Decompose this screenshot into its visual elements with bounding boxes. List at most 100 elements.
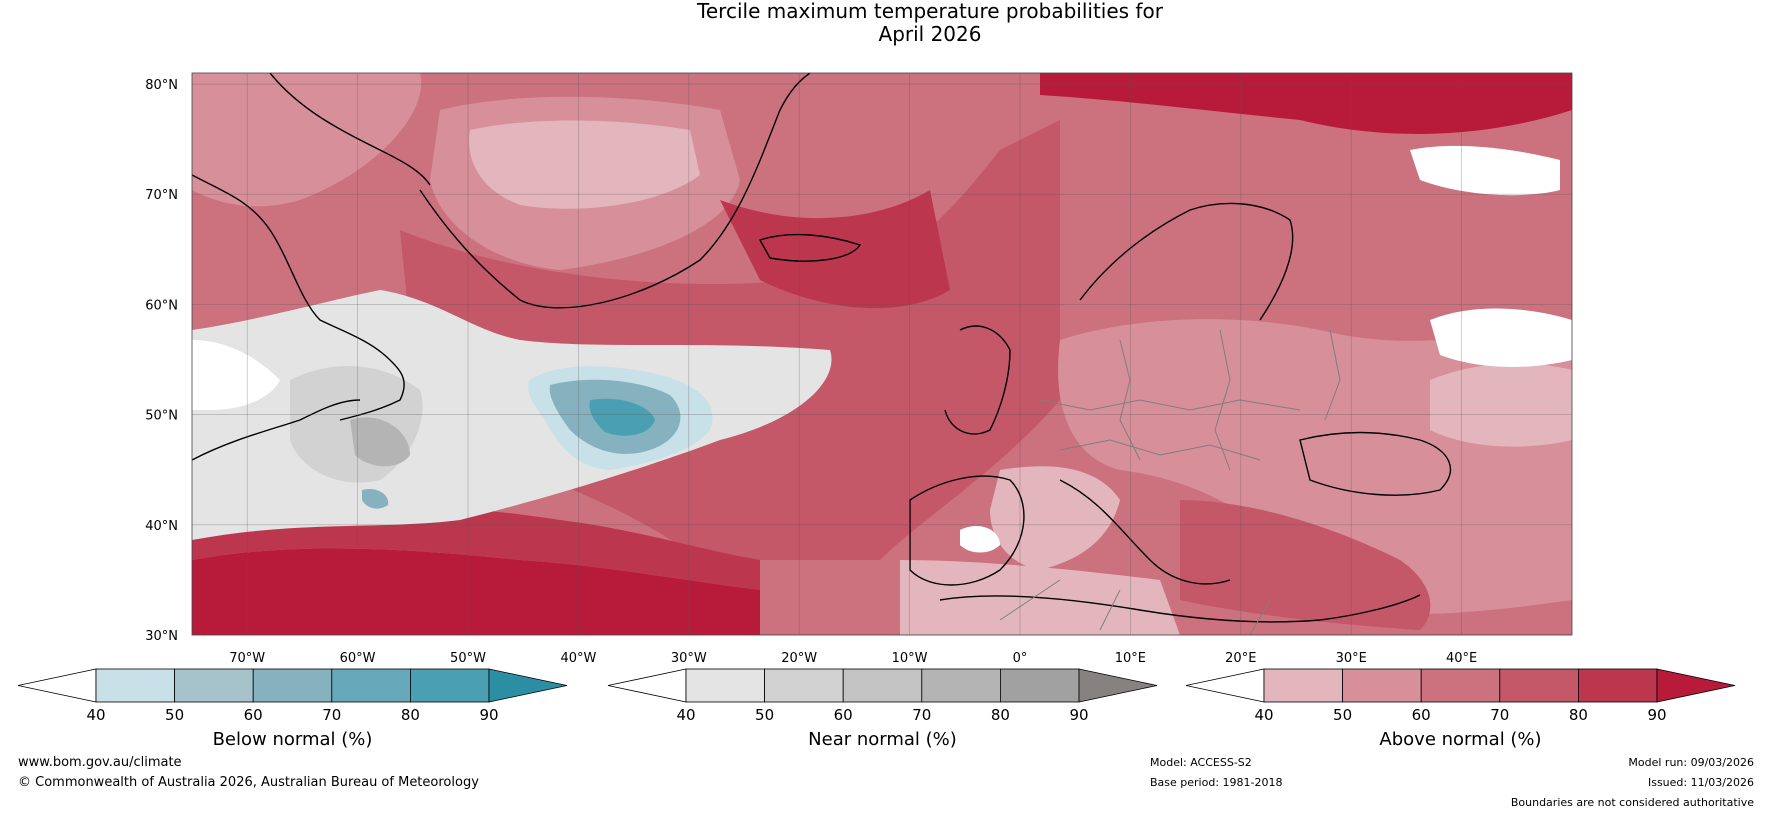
- colorbar-extend-high: [1078, 668, 1158, 703]
- lat-tick-label: 30°N: [145, 629, 178, 644]
- footer-model: Model: ACCESS-S2: [1150, 756, 1252, 769]
- lon-tick-label: 20°W: [781, 651, 817, 666]
- iberia-coast: [909, 475, 1025, 586]
- barents-strong: [1040, 73, 1572, 134]
- map-area: [192, 73, 1572, 635]
- lon-tick-label: 0°: [1013, 651, 1028, 666]
- colorbar-tick-label: 60: [244, 706, 263, 724]
- colorbar-segment: [95, 668, 175, 703]
- lon-tick-label: 30°E: [1336, 651, 1367, 666]
- arctic-canada-pale: [192, 73, 422, 207]
- colorbar-segment: [1420, 668, 1501, 703]
- colorbar-segment: [1263, 668, 1343, 703]
- lon-tick-label: 50°W: [450, 651, 486, 666]
- lat-tick-label: 50°N: [145, 409, 178, 424]
- mediterranean-warm: [1180, 500, 1431, 630]
- border-line-2: [1059, 439, 1261, 461]
- greenland-coast: [419, 73, 811, 309]
- italy-coast: [1059, 479, 1231, 585]
- graticule: [191, 72, 1573, 636]
- border-line-4: [1214, 329, 1231, 471]
- title-line-1: Tercile maximum temperature probabilitie…: [697, 0, 1163, 23]
- low-confidence-patch-west: [192, 340, 280, 410]
- black-sea-coast: [1299, 431, 1451, 496]
- colorbar-segment: [409, 668, 490, 703]
- colorbar-1: 40 50 60 70 80 90 Below normal (%): [17, 668, 568, 750]
- border-line-6: [999, 579, 1271, 635]
- country-borders: [999, 329, 1341, 635]
- chart-title: Tercile maximum temperature probabilitie…: [0, 0, 1770, 46]
- colorbar-tick-label: 70: [322, 706, 341, 724]
- lon-tick-label: 60°W: [340, 651, 376, 666]
- baffin-coast: [269, 73, 431, 186]
- colorbar-segment: [1342, 668, 1422, 703]
- footer-disclaimer: Boundaries are not considered authoritat…: [1510, 796, 1754, 809]
- below-normal-small-patch: [362, 488, 389, 509]
- lat-tick-label: 40°N: [145, 519, 178, 534]
- colorbar-segment: [685, 668, 765, 703]
- footer-copyright: © Commonwealth of Australia 2026, Austra…: [18, 775, 479, 790]
- colorbar-tick-label: 50: [1333, 706, 1352, 724]
- footer-url[interactable]: www.bom.gov.au/climate: [18, 755, 182, 770]
- nova-scotia-coast: [192, 399, 361, 461]
- colorbar-extend-high: [488, 668, 568, 703]
- colorbar-tick-label: 90: [479, 706, 498, 724]
- lat-tick-label: 60°N: [145, 298, 178, 313]
- lon-tick-label: 40°W: [560, 651, 596, 666]
- longitude-labels: 70°W 60°W 50°W 40°W 30°W 20°W 10°W 0° 10°E 20°E 30…: [229, 651, 1477, 666]
- lon-tick-label: 20°E: [1225, 651, 1256, 666]
- colorbar-segment: [764, 668, 844, 703]
- lat-tick-label: 70°N: [145, 188, 178, 203]
- coastlines: [192, 73, 1451, 623]
- colorbar-tick-label: 70: [1490, 706, 1509, 724]
- colorbar-segment: [921, 668, 1001, 703]
- colorbar-title: Below normal (%): [213, 729, 373, 750]
- colorbar-tick-label: 40: [676, 706, 695, 724]
- colorbar-tick-label: 80: [1569, 706, 1588, 724]
- north-america-coast: [192, 174, 405, 421]
- colorbar-extend-low: [607, 668, 687, 703]
- colorbar-2: 40 50 60 70 80 90 Near normal (%): [607, 668, 1158, 750]
- footer-model-run: Model run: 09/03/2026: [1628, 756, 1754, 769]
- low-confidence-patch-east: [1430, 308, 1572, 367]
- north-africa-coast: [939, 594, 1421, 623]
- north-atlantic-strong: [720, 190, 950, 309]
- low-confidence-patch-north: [1410, 145, 1560, 196]
- colorbar-tick-label: 80: [991, 706, 1010, 724]
- footer-issued: Issued: 11/03/2026: [1647, 776, 1754, 789]
- below-normal-region-80-90: [589, 398, 655, 436]
- colorbar-extend-low: [17, 668, 97, 703]
- colorbar-segment: [252, 668, 333, 703]
- colorbar-segment: [1578, 668, 1658, 703]
- colorbar-segment: [1499, 668, 1579, 703]
- near-normal-region-70-80: [350, 417, 410, 467]
- colorbar-extend-low: [1185, 668, 1265, 703]
- colorbar-tick-label: 60: [1412, 706, 1431, 724]
- colorbar-tick-label: 80: [401, 706, 420, 724]
- russia-weak-region: [1430, 363, 1572, 447]
- colorbar-segment: [174, 668, 254, 703]
- colorbar-tick-label: 40: [1254, 706, 1273, 724]
- footer-base-period: Base period: 1981-2018: [1150, 776, 1283, 789]
- colorbar-tick-label: 50: [165, 706, 184, 724]
- lon-tick-label: 40°E: [1446, 651, 1477, 666]
- colorbar-tick-label: 90: [1647, 706, 1666, 724]
- low-confidence-patch-iberia: [960, 525, 1000, 553]
- lon-tick-label: 30°W: [671, 651, 707, 666]
- scandinavia-coast: [1079, 202, 1294, 321]
- greenland-lighter-region: [469, 120, 700, 209]
- latitude-labels: 80°N 70°N 60°N 50°N 40°N 30°N: [145, 78, 178, 644]
- lon-tick-label: 10°W: [892, 651, 928, 666]
- colorbar-tick-label: 70: [912, 706, 931, 724]
- lon-tick-label: 70°W: [229, 651, 265, 666]
- colorbar-tick-label: 50: [755, 706, 774, 724]
- british-isles-coast: [944, 325, 1011, 435]
- colorbar-extend-high: [1656, 668, 1736, 703]
- border-line-1: [1039, 399, 1301, 411]
- border-line-3: [1119, 339, 1141, 461]
- subtropical-strong: [192, 548, 760, 635]
- map-frame: [191, 72, 1573, 636]
- title-line-2: April 2026: [878, 22, 982, 46]
- colorbar-segment: [842, 668, 923, 703]
